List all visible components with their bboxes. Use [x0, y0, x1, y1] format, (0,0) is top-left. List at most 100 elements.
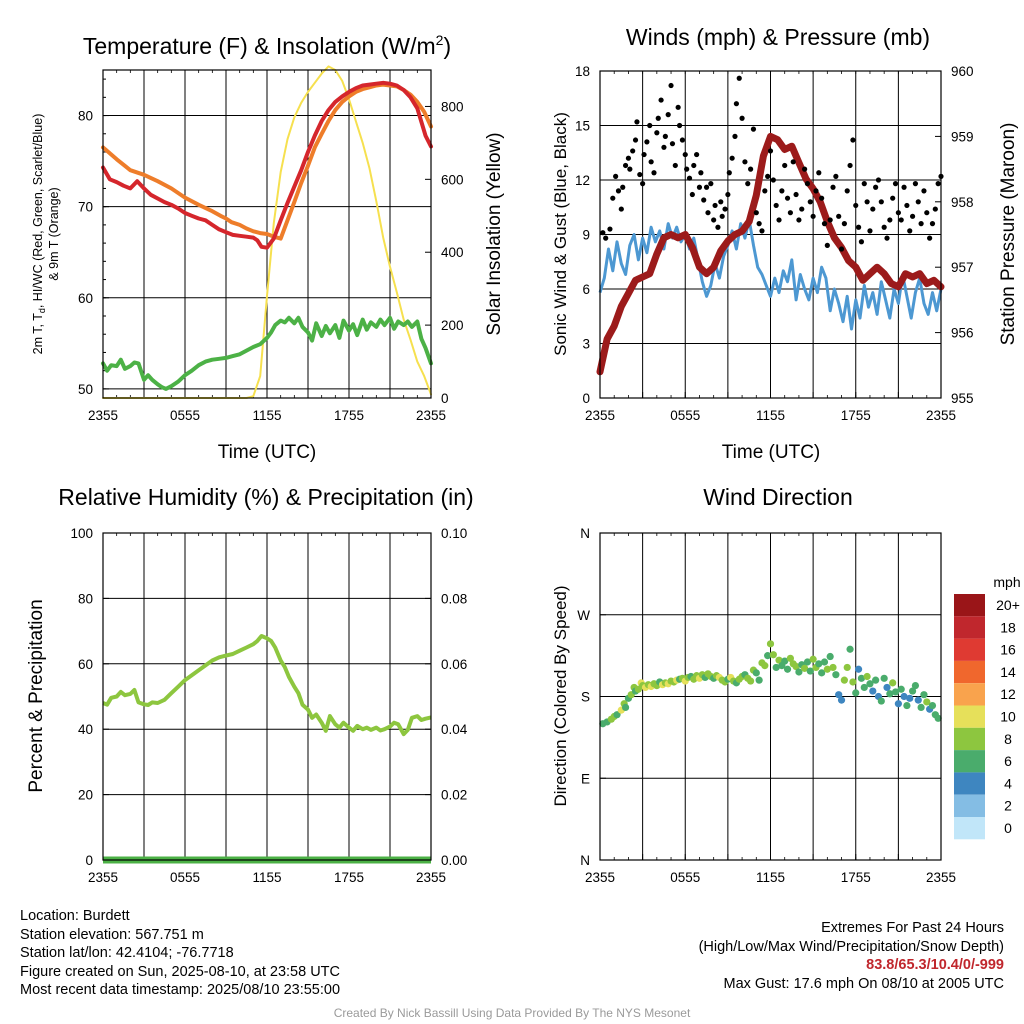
extremes-values: 83.8/65.3/10.4/0/-999: [866, 957, 1004, 973]
colorbar-swatch: [954, 683, 985, 706]
gust-point: [841, 221, 847, 227]
y2-tick-label: 958: [951, 195, 974, 210]
direction-point: [792, 662, 800, 671]
gust-point: [607, 226, 613, 232]
y-tick-label: 6: [582, 282, 590, 297]
gust-point: [736, 75, 742, 81]
gust-point: [921, 188, 927, 194]
x-tick-label: 1755: [841, 408, 871, 423]
direction-point: [923, 698, 931, 706]
colorbar-label: 18: [1000, 619, 1016, 635]
extremes-subtitle: (High/Low/Max Wind/Precipitation/Snow De…: [698, 938, 1004, 955]
gust-point: [773, 202, 779, 209]
direction-point: [917, 703, 925, 712]
direction-point: [781, 657, 789, 665]
max-gust: Max Gust: 17.6 mph On 08/10 at 2005 UTC: [723, 975, 1004, 992]
x-tick-label: 0555: [170, 870, 200, 885]
gust-point: [684, 166, 690, 172]
y-tick-label: 40: [78, 722, 93, 737]
gust-point: [634, 119, 640, 125]
direction-point: [911, 682, 920, 690]
gust-point: [804, 181, 811, 187]
gust-point: [644, 139, 650, 145]
gust-point: [924, 210, 930, 216]
gust-point: [915, 199, 921, 205]
x-tick-label: 2355: [585, 870, 615, 885]
gust-point: [887, 217, 893, 223]
direction-point: [849, 678, 857, 686]
gust-point: [696, 184, 703, 190]
direction-point: [613, 711, 621, 719]
y-tick-label: 18: [575, 64, 590, 79]
gust-point: [661, 144, 667, 150]
y-axis-label-line2: & 9m T (Orange): [47, 187, 61, 280]
rh-line: [102, 634, 432, 737]
x-tick-label: 2355: [926, 408, 956, 423]
y-tick-label: N: [580, 526, 590, 541]
gust-point: [858, 239, 865, 245]
direction-point: [854, 665, 863, 673]
plot-frame: [102, 532, 432, 861]
gust-point: [613, 173, 619, 179]
gust-point: [770, 177, 776, 183]
gust-point: [765, 173, 771, 179]
direction-point: [806, 667, 814, 675]
y2-tick-label: 0: [441, 391, 449, 406]
gust-point: [698, 170, 704, 176]
y2-tick-label: 960: [951, 64, 974, 79]
direction-point: [866, 680, 874, 688]
direction-point: [769, 651, 777, 659]
x-tick-label: 2355: [926, 870, 956, 885]
colorbar-swatch: [954, 638, 985, 661]
colorbar-swatch: [954, 594, 985, 617]
gust-point: [701, 197, 707, 203]
gust-point: [739, 115, 745, 121]
direction-point: [843, 663, 851, 672]
direction-point: [840, 676, 848, 684]
gust-point: [912, 181, 919, 187]
direction-point: [852, 689, 860, 697]
direction-point: [857, 674, 866, 682]
gust-point: [824, 242, 830, 248]
ylabel-subscript: d: [37, 308, 47, 313]
direction-point: [872, 676, 880, 684]
direction-point: [621, 703, 630, 712]
gust-point: [705, 210, 711, 216]
gust-point: [753, 210, 759, 216]
y2-axis-label: Solar Insolation (Yellow): [484, 132, 505, 335]
gust-point: [881, 224, 887, 230]
gust-point: [675, 104, 681, 110]
gust-point: [861, 181, 867, 187]
gust-point: [745, 181, 751, 187]
gust-point: [898, 217, 904, 223]
colorbar-label: 0: [1004, 820, 1012, 836]
gust-point: [689, 191, 695, 198]
gust-point: [819, 195, 825, 201]
direction-point: [826, 652, 834, 661]
direction-point: [764, 652, 772, 660]
gust-point: [625, 155, 632, 161]
gust-point: [620, 184, 626, 190]
gust-point: [929, 221, 936, 227]
direction-point: [860, 683, 868, 692]
gust-point: [918, 221, 924, 227]
y-tick-label: 0: [582, 391, 590, 406]
colorbar-swatch: [954, 727, 985, 751]
gust-point: [712, 202, 718, 209]
gust-point: [776, 217, 782, 223]
direction-point: [846, 645, 854, 653]
direction-point: [786, 654, 794, 662]
direction-point: [829, 663, 837, 672]
colorbar-swatch: [954, 817, 985, 840]
gust-point: [821, 221, 828, 227]
direction-point: [783, 665, 792, 673]
direction-point: [920, 691, 928, 699]
gust-point: [838, 246, 845, 252]
chart-title: Temperature (F) & Insolation (W/m2): [83, 32, 451, 59]
y2-tick-label: 959: [951, 129, 974, 144]
gust-point: [927, 235, 933, 241]
direction-point: [837, 696, 846, 704]
gust-point: [641, 151, 647, 158]
colorbar-label: 4: [1004, 775, 1012, 791]
y2-tick-label: 600: [441, 172, 464, 187]
